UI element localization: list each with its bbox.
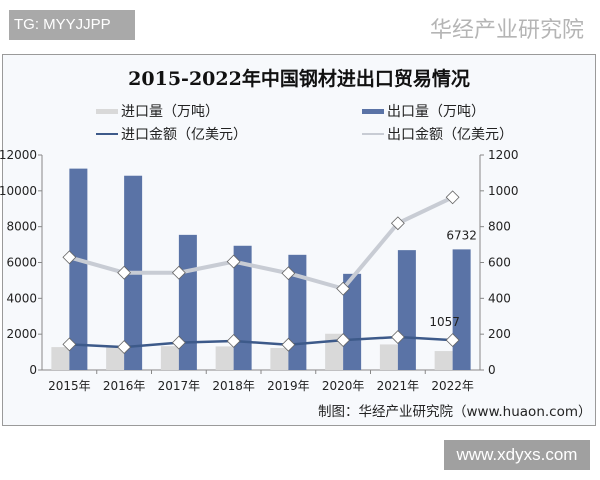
export-value-point [281, 266, 296, 281]
import-value-point [62, 337, 77, 352]
legend-swatch [96, 108, 118, 114]
right-tick-label: 200 [488, 327, 511, 341]
watermark-site: www.xdyxs.com [444, 440, 590, 470]
export-volume-bar [343, 273, 362, 370]
left-tick-label: 6000 [6, 256, 37, 270]
data-label-export-2022: 6732 [446, 228, 477, 242]
legend-import-value: 进口金额（亿美元） [96, 124, 247, 144]
right-tick-label: 600 [488, 256, 511, 270]
x-tick-label: 2018年 [212, 379, 255, 393]
export-value-point [336, 281, 351, 296]
export-value-line [68, 195, 454, 291]
x-tick-label: 2021年 [377, 379, 420, 393]
right-tick-label: 0 [488, 363, 496, 377]
legend-swatch [362, 133, 384, 135]
import-volume-bar [434, 351, 453, 370]
left-tick-label: 2000 [6, 327, 37, 341]
legend-label: 进口量（万吨） [121, 104, 219, 120]
export-volume-bar [178, 234, 197, 370]
left-tick-label: 10000 [0, 184, 37, 198]
legend-swatch [362, 108, 384, 114]
x-tick-label: 2022年 [431, 379, 474, 393]
import-volume-bar [160, 346, 179, 370]
data-label-import-2022: 1057 [429, 315, 460, 329]
x-tick-label: 2016年 [103, 379, 146, 393]
left-tick-label: 12000 [0, 148, 37, 162]
import-value-point [226, 334, 241, 348]
export-value-point [171, 265, 186, 280]
legend-label: 出口量（万吨） [387, 104, 485, 120]
right-tick-label: 1200 [488, 148, 519, 162]
x-tick-label: 2015年 [48, 379, 91, 393]
legend-export-volume: 出口量（万吨） [362, 101, 485, 121]
export-volume-bar [69, 168, 88, 370]
legend-label: 出口金额（亿美元） [387, 127, 513, 143]
export-value-point [390, 216, 405, 231]
import-value-point [281, 337, 296, 352]
import-volume-bar [270, 347, 289, 370]
import-value-point [390, 330, 405, 344]
import-value-line [69, 335, 453, 349]
legend-import-volume: 进口量（万吨） [96, 101, 219, 121]
export-volume-bar [452, 249, 471, 370]
import-volume-bar [325, 333, 344, 370]
import-volume-bar [51, 347, 70, 370]
import-volume-bar [215, 346, 234, 370]
x-tick-label: 2017年 [158, 379, 201, 393]
left-tick-label: 8000 [6, 220, 37, 234]
export-value-point [117, 265, 132, 280]
export-volume-bar [288, 254, 307, 370]
import-volume-bar [379, 344, 398, 370]
watermark-logo: 华经产业研究院 [430, 18, 585, 43]
export-value-point [226, 254, 241, 269]
x-tick-label: 2019年 [267, 379, 310, 393]
import-value-point [336, 333, 351, 348]
import-value-point [171, 335, 186, 350]
legend-label: 进口金额（亿美元） [121, 127, 247, 143]
legend-export-value: 出口金额（亿美元） [362, 124, 513, 144]
export-value-point [445, 190, 460, 205]
legend-swatch [96, 133, 118, 135]
import-value-point [445, 333, 460, 348]
x-tick-label: 2020年 [322, 379, 365, 393]
left-tick-label: 4000 [6, 291, 37, 305]
right-tick-label: 800 [488, 220, 511, 234]
chart-source: 制图：华经产业研究院（www.huaon.com） [318, 404, 592, 420]
export-value-point [62, 250, 77, 265]
export-volume-bar [397, 250, 416, 370]
right-tick-label: 1000 [488, 184, 519, 198]
import-volume-bar [106, 346, 125, 370]
chart-title: 2015-2022年中国钢材进出口贸易情况 [128, 68, 470, 90]
left-tick-label: 0 [29, 363, 37, 377]
overlay-label: TG: MYYJJPP [9, 10, 135, 40]
import-value-point [117, 340, 132, 354]
right-tick-label: 400 [488, 291, 511, 305]
